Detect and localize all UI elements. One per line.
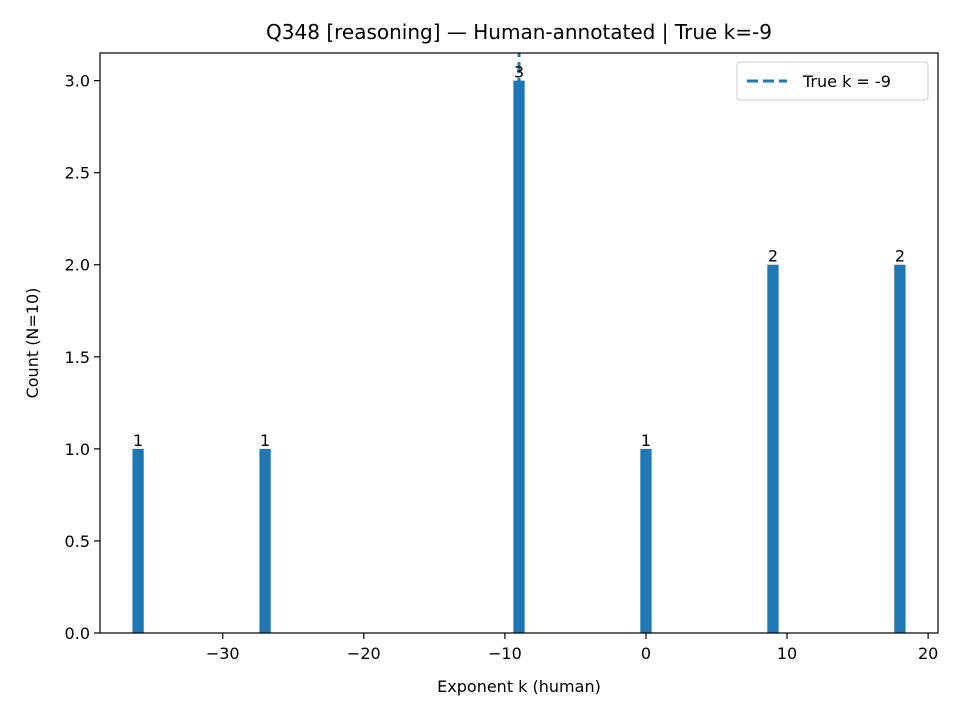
bar bbox=[259, 448, 271, 633]
chart-title: Q348 [reasoning] — Human-annotated | Tru… bbox=[266, 20, 772, 44]
x-tick-label: −30 bbox=[206, 644, 240, 663]
x-tick-label: −20 bbox=[347, 644, 381, 663]
legend: True k = -9 bbox=[736, 61, 929, 101]
y-axis-label: Count (N=10) bbox=[23, 288, 42, 399]
data-label: 3 bbox=[514, 63, 524, 82]
data-label: 1 bbox=[641, 431, 651, 450]
y-tick-label: 1.5 bbox=[65, 348, 90, 367]
plot-area: 1 1 3 1 2 2 −30 −20 −10 0 10 20 0.0 0.5 1.0 1.5 2.0 2.5 3.… bbox=[65, 52, 939, 663]
legend-box bbox=[736, 61, 929, 101]
y-tick-label: 1.0 bbox=[65, 440, 90, 459]
bar bbox=[894, 264, 906, 633]
legend-label: True k = -9 bbox=[802, 72, 891, 91]
y-tick-label: 2.0 bbox=[65, 256, 90, 275]
y-tick-label: 0.5 bbox=[65, 532, 90, 551]
bar bbox=[767, 264, 779, 633]
y-tick-label: 2.5 bbox=[65, 164, 90, 183]
bar bbox=[132, 448, 144, 633]
x-tick-label: −10 bbox=[488, 644, 522, 663]
x-tick-label: 20 bbox=[918, 644, 938, 663]
data-label: 1 bbox=[260, 431, 270, 450]
x-axis-label: Exponent k (human) bbox=[437, 677, 601, 696]
data-label: 1 bbox=[133, 431, 143, 450]
x-tick-label: 0 bbox=[641, 644, 651, 663]
axes-frame bbox=[99, 52, 939, 634]
x-tick-label: 10 bbox=[777, 644, 797, 663]
data-label: 2 bbox=[895, 247, 905, 266]
bar bbox=[640, 448, 652, 633]
data-label: 2 bbox=[768, 247, 778, 266]
y-tick-label: 3.0 bbox=[65, 72, 90, 91]
y-tick-label: 0.0 bbox=[65, 624, 90, 643]
